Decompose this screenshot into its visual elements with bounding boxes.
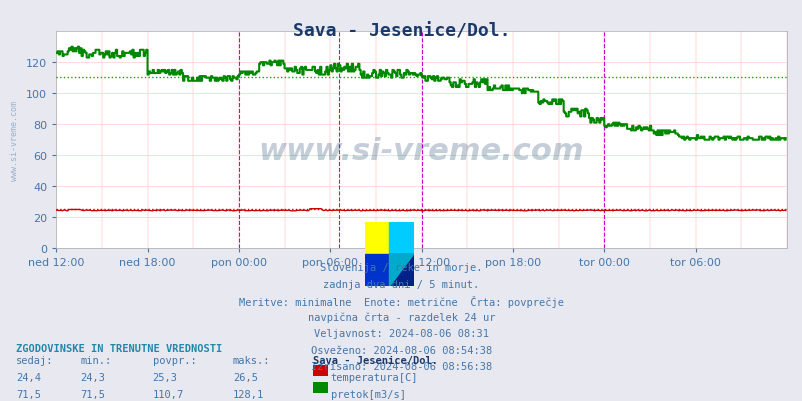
Text: sedaj:: sedaj: [16, 355, 54, 365]
Text: Sava - Jesenice/Dol.: Sava - Jesenice/Dol. [313, 355, 438, 365]
Text: Slovenija / reke in morje.: Slovenija / reke in morje. [320, 263, 482, 273]
Text: Meritve: minimalne  Enote: metrične  Črta: povprečje: Meritve: minimalne Enote: metrične Črta:… [239, 296, 563, 308]
Text: 24,4: 24,4 [16, 372, 41, 382]
Text: www.si-vreme.com: www.si-vreme.com [258, 137, 584, 166]
Text: min.:: min.: [80, 355, 111, 365]
Text: Veljavnost: 2024-08-06 08:31: Veljavnost: 2024-08-06 08:31 [314, 328, 488, 338]
Text: 71,5: 71,5 [80, 389, 105, 399]
Text: 26,5: 26,5 [233, 372, 257, 382]
Bar [389, 223, 413, 255]
Text: maks.:: maks.: [233, 355, 270, 365]
Text: Sava - Jesenice/Dol.: Sava - Jesenice/Dol. [293, 22, 509, 40]
Text: 110,7: 110,7 [152, 389, 184, 399]
Text: temperatura[C]: temperatura[C] [330, 372, 418, 382]
Text: Osveženo: 2024-08-06 08:54:38: Osveženo: 2024-08-06 08:54:38 [310, 345, 492, 355]
Text: 24,3: 24,3 [80, 372, 105, 382]
Bar [365, 255, 389, 287]
Text: Izrisano: 2024-08-06 08:56:38: Izrisano: 2024-08-06 08:56:38 [310, 361, 492, 371]
Text: navpična črta - razdelek 24 ur: navpična črta - razdelek 24 ur [307, 312, 495, 322]
Text: 25,3: 25,3 [152, 372, 177, 382]
Text: 128,1: 128,1 [233, 389, 264, 399]
Text: povpr.:: povpr.: [152, 355, 196, 365]
Text: 71,5: 71,5 [16, 389, 41, 399]
Polygon shape [389, 255, 413, 287]
Text: ZGODOVINSKE IN TRENUTNE VREDNOSTI: ZGODOVINSKE IN TRENUTNE VREDNOSTI [16, 343, 222, 353]
Text: zadnja dva dni / 5 minut.: zadnja dva dni / 5 minut. [323, 279, 479, 289]
Bar [365, 223, 389, 255]
Text: www.si-vreme.com: www.si-vreme.com [10, 100, 18, 180]
Text: pretok[m3/s]: pretok[m3/s] [330, 389, 405, 399]
Polygon shape [389, 255, 413, 287]
